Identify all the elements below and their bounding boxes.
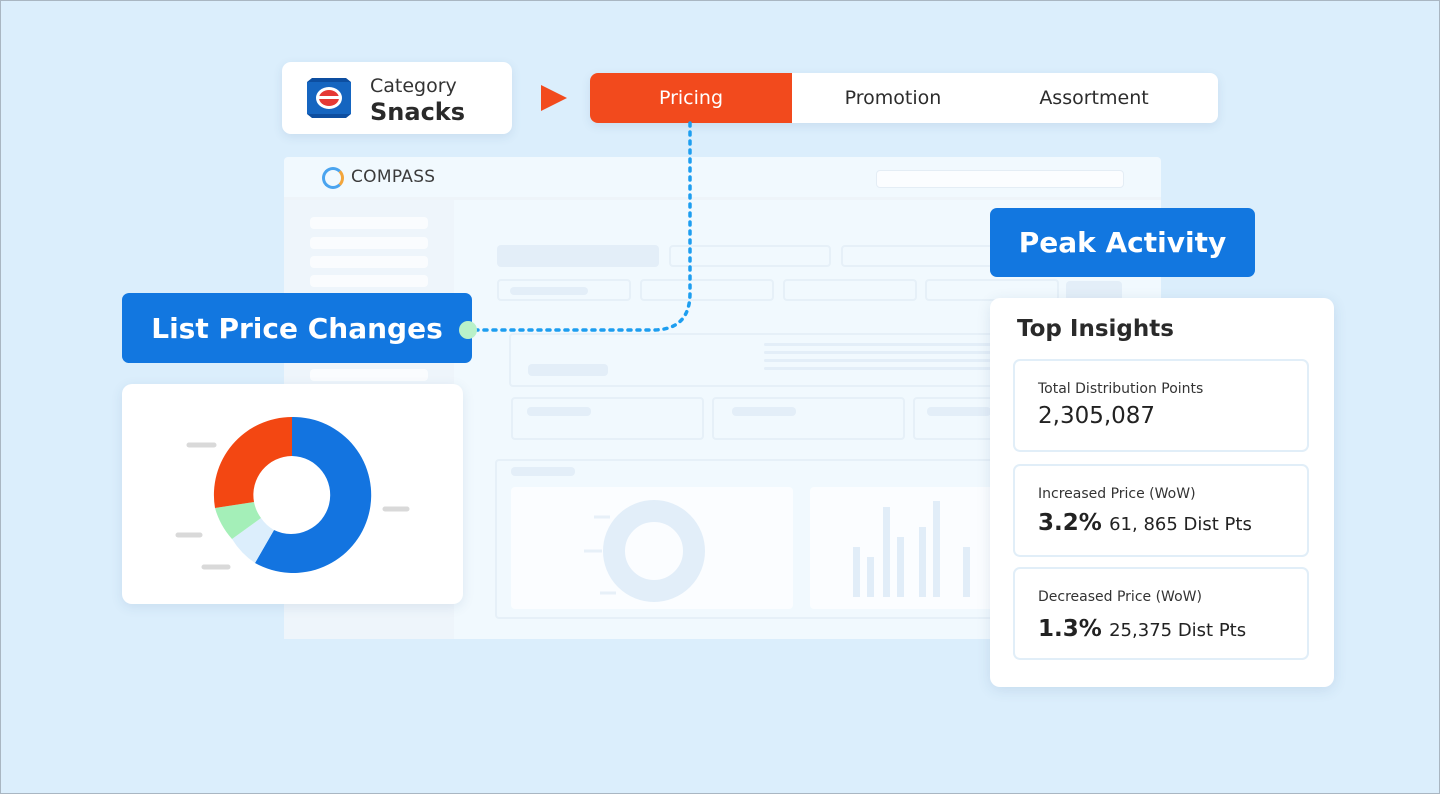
kpi-placeholder	[511, 397, 704, 440]
category-label: Category	[370, 75, 457, 97]
peak-activity-callout: Peak Activity	[990, 208, 1255, 277]
metric-value: 1.3%	[1038, 616, 1102, 642]
sidebar-row	[310, 237, 428, 249]
connector-dot	[459, 321, 477, 339]
sidebar-row	[310, 369, 428, 381]
sidebar-row	[310, 256, 428, 268]
analysis-tabs: Pricing Promotion Assortment	[590, 73, 1218, 123]
category-card[interactable]: Category Snacks	[282, 62, 512, 134]
summary-line	[764, 359, 994, 362]
metric-increased-price: Increased Price (WoW) 3.2% 61, 865 Dist …	[1013, 464, 1309, 557]
metric-decreased-price: Decreased Price (WoW) 1.3% 25,375 Dist P…	[1013, 567, 1309, 660]
sidebar-row	[310, 275, 428, 287]
filter-placeholder	[497, 245, 659, 267]
donut-placeholder-icon	[584, 500, 705, 602]
metric-value: 2,305,087	[1038, 403, 1156, 429]
kpi-line	[927, 407, 991, 416]
snack-bag-icon	[307, 78, 351, 118]
donut-slice-orange	[213, 416, 292, 508]
donut-slice-blue	[255, 416, 372, 573]
dashboard-brand: COMPASS	[351, 167, 436, 187]
metric-value-row: 3.2% 61, 865 Dist Pts	[1038, 510, 1252, 536]
donut-slice-light	[232, 518, 274, 563]
donut-chart	[175, 416, 410, 573]
metric-subvalue: 25,375 Dist Pts	[1109, 620, 1247, 641]
donut-slice-green	[215, 502, 261, 539]
metric-label: Increased Price (WoW)	[1038, 486, 1196, 502]
insights-title: Top Insights	[1017, 316, 1174, 342]
list-price-changes-callout: List Price Changes	[122, 293, 472, 363]
filter-placeholder	[497, 279, 631, 301]
dashboard-search-input[interactable]	[876, 170, 1124, 188]
summary-line	[764, 367, 994, 370]
summary-line	[764, 351, 994, 354]
sidebar-row	[310, 217, 428, 229]
metric-value-row: 1.3% 25,375 Dist Pts	[1038, 616, 1246, 642]
bars-placeholder	[810, 487, 1005, 609]
metric-total-distribution: Total Distribution Points 2,305,087	[1013, 359, 1309, 452]
category-value: Snacks	[370, 98, 466, 126]
filter-placeholder	[640, 279, 774, 301]
tab-assortment[interactable]: Assortment	[1039, 87, 1149, 109]
filter-placeholder	[669, 245, 831, 267]
summary-placeholder	[528, 364, 608, 376]
metric-subvalue: 61, 865 Dist Pts	[1109, 514, 1252, 535]
metric-value: 3.2%	[1038, 510, 1102, 536]
bars-placeholder-icon	[853, 501, 970, 597]
dashboard-divider	[284, 197, 1161, 200]
compass-logo-icon	[322, 167, 344, 189]
donut-chart-card	[122, 384, 463, 604]
play-arrow-icon	[541, 85, 567, 111]
metric-label: Decreased Price (WoW)	[1038, 589, 1202, 605]
filter-placeholder	[783, 279, 917, 301]
kpi-line	[732, 407, 796, 416]
tab-promotion[interactable]: Promotion	[844, 87, 942, 109]
filter-placeholder	[510, 287, 588, 295]
top-insights-card: Top Insights Total Distribution Points 2…	[990, 298, 1334, 687]
metric-label: Total Distribution Points	[1038, 381, 1204, 397]
chart-area-title	[511, 467, 575, 476]
summary-line	[764, 343, 994, 346]
tab-pricing[interactable]: Pricing	[590, 73, 792, 123]
kpi-line	[527, 407, 591, 416]
filter-placeholder	[1066, 281, 1122, 301]
kpi-placeholder	[712, 397, 905, 440]
